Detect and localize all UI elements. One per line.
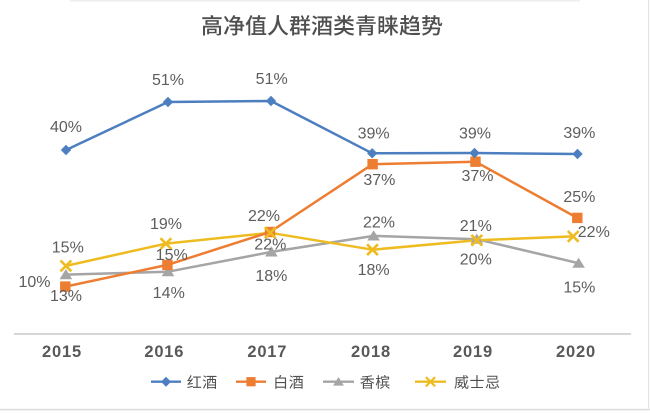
svg-text:18%: 18% <box>255 268 287 285</box>
svg-text:39%: 39% <box>563 125 595 142</box>
svg-text:25%: 25% <box>563 189 595 206</box>
svg-text:22%: 22% <box>363 215 395 232</box>
svg-text:22%: 22% <box>578 224 610 241</box>
svg-text:2018: 2018 <box>351 343 391 361</box>
svg-text:39%: 39% <box>358 125 390 142</box>
svg-text:15%: 15% <box>156 247 188 264</box>
svg-text:15%: 15% <box>52 239 84 256</box>
svg-text:21%: 21% <box>460 218 492 235</box>
svg-text:10%: 10% <box>18 274 50 291</box>
svg-text:51%: 51% <box>152 72 184 89</box>
svg-text:20%: 20% <box>460 252 492 269</box>
svg-text:51%: 51% <box>256 71 288 88</box>
svg-text:14%: 14% <box>153 285 185 302</box>
svg-text:37%: 37% <box>461 168 493 185</box>
svg-text:19%: 19% <box>150 216 182 233</box>
svg-text:22%: 22% <box>248 208 280 225</box>
svg-text:13%: 13% <box>50 288 82 305</box>
svg-text:22%: 22% <box>254 236 286 253</box>
svg-text:2020: 2020 <box>556 343 596 361</box>
svg-text:39%: 39% <box>459 125 491 142</box>
svg-text:18%: 18% <box>358 262 390 279</box>
svg-text:2019: 2019 <box>453 343 493 361</box>
svg-text:2017: 2017 <box>247 343 287 361</box>
svg-text:15%: 15% <box>563 280 595 297</box>
svg-text:2016: 2016 <box>144 343 184 361</box>
svg-text:2015: 2015 <box>42 343 82 361</box>
svg-text:40%: 40% <box>50 119 82 136</box>
svg-text:37%: 37% <box>363 172 395 189</box>
